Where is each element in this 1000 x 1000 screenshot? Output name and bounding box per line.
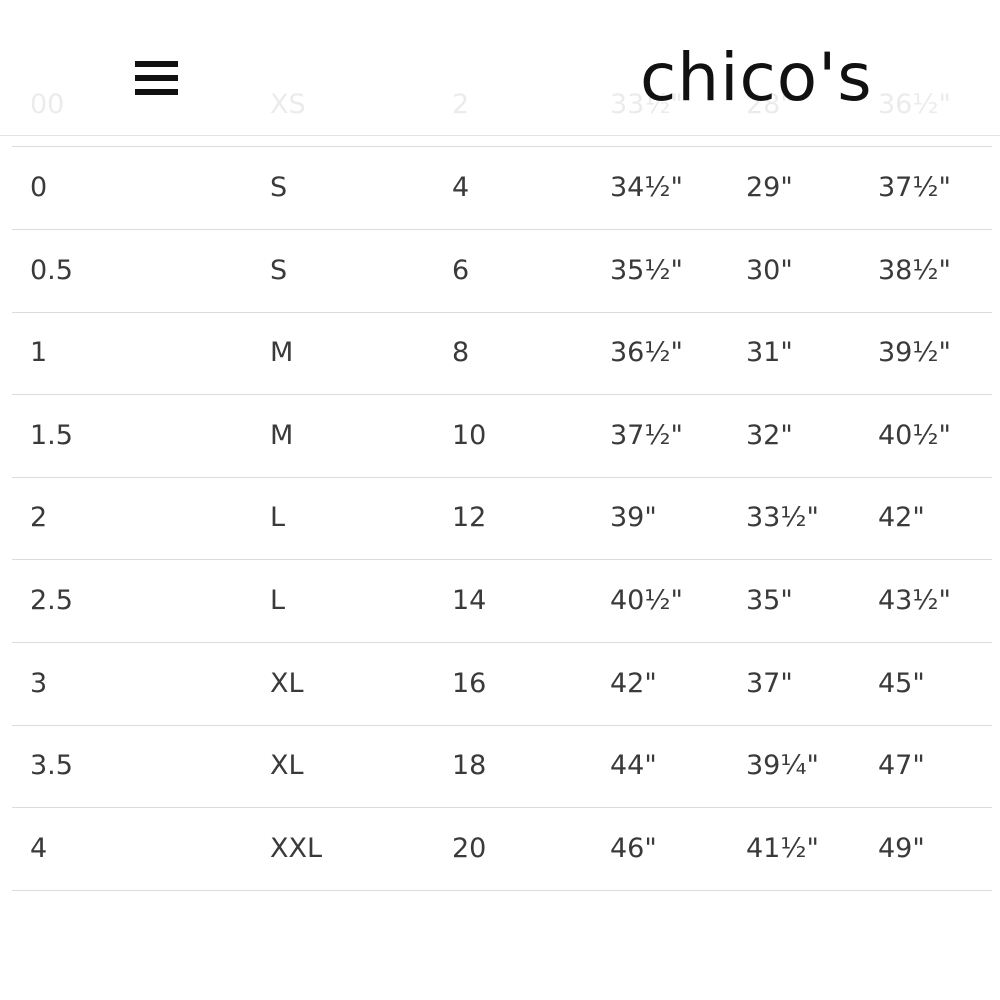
table-cell: 43½" bbox=[878, 585, 951, 616]
table-cell: 14 bbox=[452, 585, 487, 616]
table-row: 1.5 M 10 37½" 32" 40½" bbox=[12, 395, 992, 478]
table-cell: M bbox=[270, 419, 294, 451]
table-cell: 18 bbox=[452, 750, 487, 782]
table-cell: 20 bbox=[452, 832, 487, 864]
table-cell: 6 bbox=[452, 254, 470, 286]
table-cell: 49" bbox=[878, 832, 925, 864]
table-cell: 39" bbox=[610, 502, 657, 534]
table-cell: 36½" bbox=[610, 337, 683, 369]
table-row: 2.5 L 14 40½" 35" 43½" bbox=[12, 560, 992, 643]
table-cell: 12 bbox=[452, 502, 487, 534]
table-row: 1 M 8 36½" 31" 39½" bbox=[12, 312, 992, 396]
table-cell: 35½" bbox=[610, 254, 683, 286]
table-cell: 4 bbox=[452, 172, 470, 203]
table-cell: 44" bbox=[610, 750, 657, 782]
table-cell: 4 bbox=[30, 832, 48, 864]
table-cell: 39½" bbox=[878, 337, 951, 369]
menu-bar bbox=[135, 89, 178, 95]
table-cell: 38½" bbox=[878, 254, 951, 286]
table-cell: S bbox=[270, 172, 288, 203]
table-cell: XXL bbox=[270, 832, 323, 864]
table-cell: 0.5 bbox=[30, 254, 73, 286]
table-cell: XL bbox=[270, 750, 304, 782]
table-cell: S bbox=[270, 254, 288, 286]
table-cell: L bbox=[270, 585, 286, 616]
table-cell: 2 bbox=[30, 502, 48, 534]
header: chico's bbox=[0, 0, 1000, 136]
table-cell: M bbox=[270, 337, 294, 369]
table-cell: 3 bbox=[30, 667, 48, 699]
table-cell: 40½" bbox=[878, 419, 951, 451]
table-cell: 46" bbox=[610, 832, 657, 864]
logo[interactable]: chico's bbox=[640, 39, 873, 116]
table-cell: 10 bbox=[452, 419, 487, 451]
table-cell: 47" bbox=[878, 750, 925, 782]
table-row: 3.5 XL 18 44" 39¼" 47" bbox=[12, 725, 992, 809]
table-cell: 1.5 bbox=[30, 419, 73, 451]
table-cell: 42" bbox=[610, 667, 657, 699]
table-row: 3 XL 16 42" 37" 45" bbox=[12, 643, 992, 726]
menu-button[interactable] bbox=[125, 50, 188, 105]
table-cell: L bbox=[270, 502, 286, 534]
table-cell: 30" bbox=[746, 254, 793, 286]
table-cell: 37" bbox=[746, 667, 793, 699]
table-cell: 39¼" bbox=[746, 750, 819, 782]
table-cell: 32" bbox=[746, 419, 793, 451]
table-row: 2 L 12 39" 33½" 42" bbox=[12, 477, 992, 561]
table-row: 0 S 4 34½" 29" 37½" bbox=[12, 147, 992, 230]
table-cell: XL bbox=[270, 667, 304, 699]
table-cell: 16 bbox=[452, 667, 487, 699]
menu-bar bbox=[135, 61, 178, 67]
table-cell: 33½" bbox=[746, 502, 819, 534]
table-cell: 37½" bbox=[878, 172, 951, 203]
table-row: 4 XXL 20 46" 41½" 49" bbox=[12, 808, 992, 891]
table-cell: 8 bbox=[452, 337, 470, 369]
table-cell: 41½" bbox=[746, 832, 819, 864]
table-cell: 1 bbox=[30, 337, 48, 369]
table-cell: 42" bbox=[878, 502, 925, 534]
table-cell: 3.5 bbox=[30, 750, 73, 782]
table-cell: 0 bbox=[30, 172, 48, 203]
table-row: 0.5 S 6 35½" 30" 38½" bbox=[12, 230, 992, 313]
table-cell: 37½" bbox=[610, 419, 683, 451]
table-cell: 31" bbox=[746, 337, 793, 369]
table-cell: 45" bbox=[878, 667, 925, 699]
table-cell: 34½" bbox=[610, 172, 683, 203]
table-cell: 40½" bbox=[610, 585, 683, 616]
menu-bar bbox=[135, 75, 178, 81]
table-cell: 35" bbox=[746, 585, 793, 616]
table-cell: 29" bbox=[746, 172, 793, 203]
table-cell: 2.5 bbox=[30, 585, 73, 616]
